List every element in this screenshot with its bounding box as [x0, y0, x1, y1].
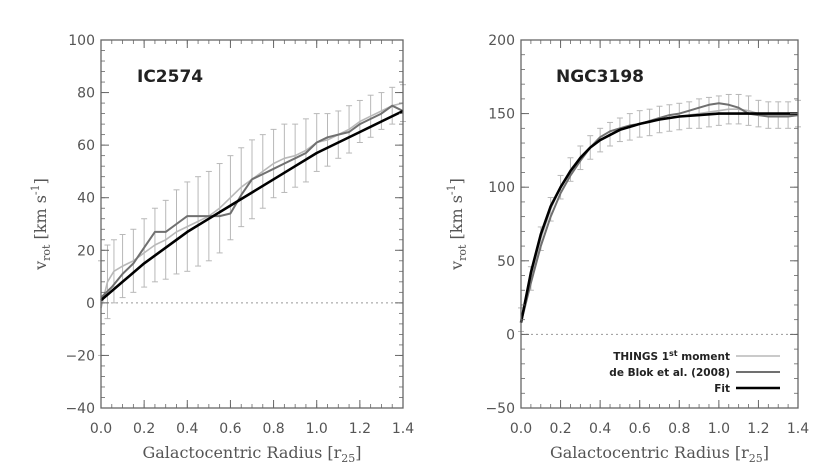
- x-tick-label: 0.0: [510, 421, 532, 437]
- series-line-things-1st-moment: [520, 108, 799, 320]
- y-tick-label: −40: [65, 401, 95, 417]
- x-tick-label: 0.2: [549, 421, 571, 437]
- x-tick-label: 0.2: [133, 421, 155, 437]
- x-tick-label: 0.6: [629, 421, 651, 437]
- panel-title: NGC3198: [556, 67, 644, 87]
- y-tick-label: 60: [77, 138, 95, 154]
- series-line-de-blok-et-al-2008: [100, 104, 404, 299]
- panel-ngc3198: 0.0 0.2 0.4 0.6 0.8 1.0 1.2 1.4 −50 0 50 100 150 200 G…: [445, 33, 809, 465]
- y-tick-label: −50: [485, 401, 515, 417]
- x-tick-label: 0.4: [589, 421, 611, 437]
- plot-frame: [100, 39, 404, 409]
- y-tick-label: 20: [77, 243, 95, 259]
- x-tick-label: 1.4: [392, 421, 414, 437]
- x-tick-label: 1.2: [349, 421, 371, 437]
- series-line-things-1st-moment: [100, 102, 404, 309]
- panel-title: IC2574: [137, 67, 203, 87]
- y-tick-label: 100: [68, 33, 95, 49]
- x-tick-label: 1.0: [306, 421, 328, 437]
- legend-label: Fit: [714, 383, 730, 395]
- y-tick-label: 50: [497, 254, 515, 270]
- x-tick-label: 1.4: [787, 421, 809, 437]
- y-tick-label: 40: [77, 191, 95, 207]
- x-tick-label: 1.2: [747, 421, 769, 437]
- legend: THINGS 1st moment de Blok et al. (2008) Fi…: [609, 349, 780, 395]
- y-tick-label: 100: [488, 180, 515, 196]
- y-axis-label: vrot [km s-1]: [445, 178, 469, 271]
- y-tick-label: −20: [65, 348, 95, 364]
- x-tick-label: 1.0: [708, 421, 730, 437]
- y-tick-label: 0: [506, 327, 515, 343]
- series-line-fit: [519, 112, 798, 323]
- x-axis-label: Galactocentric Radius [r25]: [142, 443, 361, 465]
- y-axis-label: vrot [km s-1]: [29, 178, 53, 271]
- plot-layer: 0.0 0.2 0.4 0.6 0.8 1.0 1.2 1.4 −40 −20 0 20 40 60 80 1…: [29, 33, 414, 465]
- x-tick-label: 0.6: [219, 421, 241, 437]
- x-tick-label: 0.4: [176, 421, 198, 437]
- legend-label: THINGS 1st moment: [613, 349, 730, 363]
- legend-label: de Blok et al. (2008): [609, 367, 730, 379]
- y-tick-label: 200: [488, 33, 515, 49]
- y-tick-label: 150: [488, 107, 515, 123]
- series-line-de-blok-et-al-2008: [520, 102, 799, 323]
- x-tick-label: 0.8: [668, 421, 690, 437]
- y-tick-label: 80: [77, 86, 95, 102]
- x-tick-label: 0.0: [90, 421, 112, 437]
- panel-ic2574: 0.0 0.2 0.4 0.6 0.8 1.0 1.2 1.4 −40 −20 0 20 40 60 80 1…: [29, 33, 414, 465]
- series-line-fit: [100, 109, 404, 302]
- y-tick-label: 0: [86, 296, 95, 312]
- x-axis-label: Galactocentric Radius [r25]: [550, 443, 769, 465]
- x-tick-label: 0.8: [262, 421, 284, 437]
- plot-layer: 0.0 0.2 0.4 0.6 0.8 1.0 1.2 1.4 −50 0 50 100 150 200 G…: [445, 33, 809, 465]
